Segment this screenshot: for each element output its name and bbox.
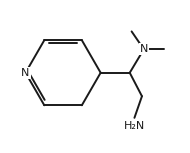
Text: N: N — [21, 68, 30, 78]
Text: H₂N: H₂N — [124, 121, 145, 131]
Text: N: N — [140, 44, 148, 54]
